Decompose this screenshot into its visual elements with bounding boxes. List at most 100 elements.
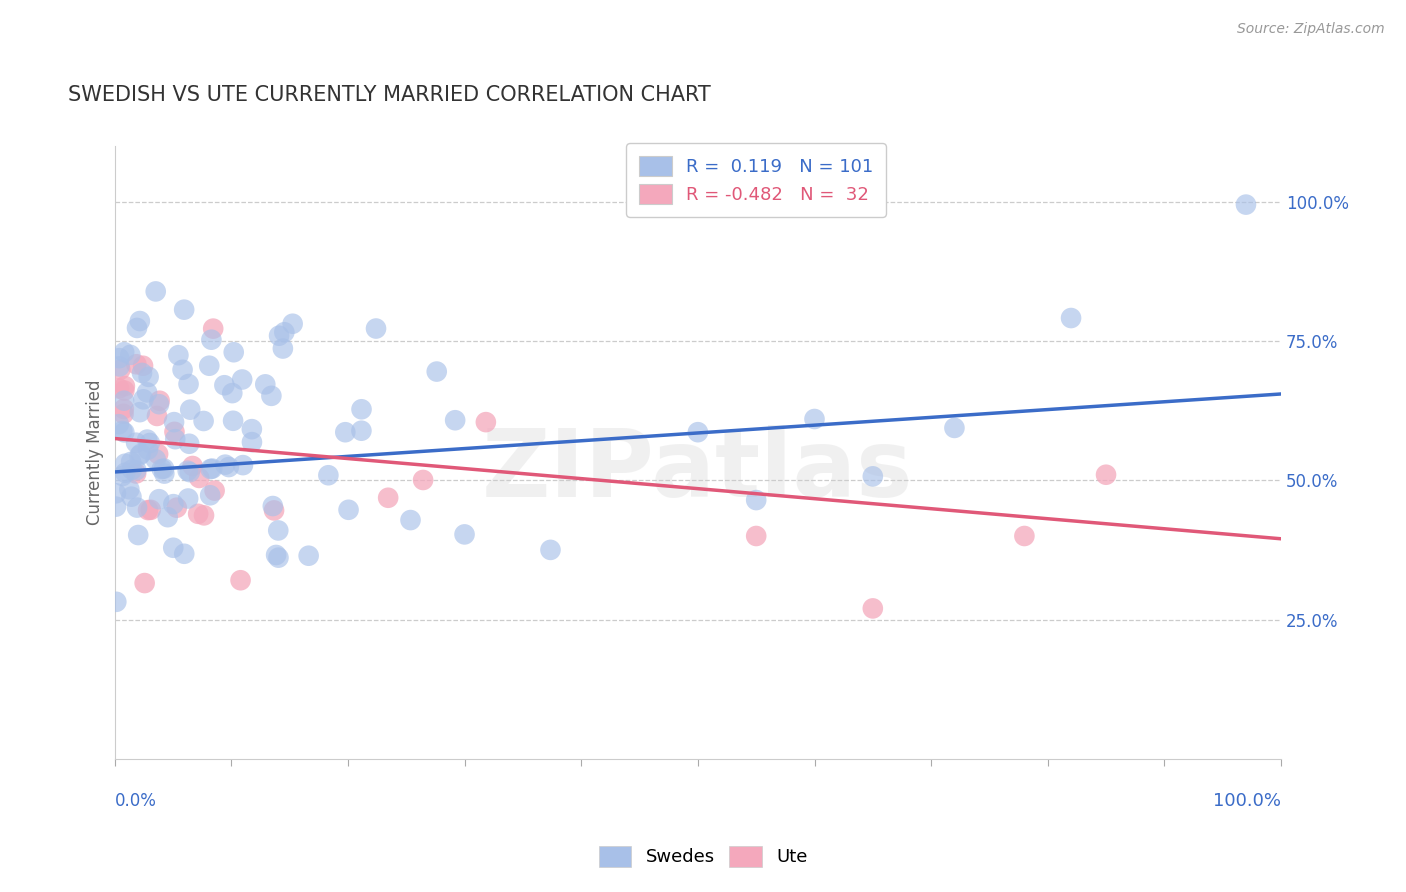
Point [271, 342, 294, 356]
Point [112, 425, 135, 440]
Point [139, 436, 162, 450]
Point [273, 325, 295, 339]
Point [108, 382, 131, 396]
Point [187, 507, 209, 521]
Point [104, 486, 127, 500]
Point [337, 503, 360, 517]
Point [221, 386, 243, 401]
Point [125, 357, 148, 371]
Point [149, 393, 172, 408]
Point [128, 405, 150, 419]
Point [163, 425, 186, 439]
Point [240, 435, 263, 450]
Point [132, 392, 155, 407]
Point [745, 493, 768, 508]
Point [318, 468, 340, 483]
Point [139, 503, 162, 517]
Point [193, 414, 215, 428]
Point [132, 359, 155, 373]
Point [263, 503, 285, 517]
Point [181, 458, 204, 473]
Point [112, 401, 135, 416]
Point [377, 491, 399, 505]
Text: SWEDISH VS UTE CURRENTLY MARRIED CORRELATION CHART: SWEDISH VS UTE CURRENTLY MARRIED CORRELA… [67, 85, 711, 105]
Point [166, 500, 188, 515]
Point [146, 447, 169, 461]
Point [125, 321, 148, 335]
Point [136, 433, 159, 447]
Point [179, 436, 201, 450]
Point [165, 432, 187, 446]
Point [108, 359, 131, 374]
Point [240, 422, 263, 436]
Point [145, 452, 167, 467]
Point [145, 285, 167, 299]
Point [350, 402, 373, 417]
Point [136, 442, 159, 457]
Point [1234, 197, 1257, 211]
Point [201, 461, 224, 475]
Point [943, 421, 966, 435]
Point [176, 464, 198, 478]
Point [148, 492, 170, 507]
Point [111, 424, 134, 438]
Point [198, 488, 221, 502]
Point [412, 473, 434, 487]
Point [202, 321, 225, 335]
Point [364, 321, 387, 335]
Point [222, 414, 245, 428]
Point [475, 415, 498, 429]
Point [177, 491, 200, 506]
Point [121, 463, 143, 477]
Point [1014, 529, 1036, 543]
Point [148, 397, 170, 411]
Text: Source: ZipAtlas.com: Source: ZipAtlas.com [1237, 22, 1385, 37]
Point [131, 366, 153, 380]
Point [127, 528, 149, 542]
Point [426, 365, 449, 379]
Point [204, 483, 226, 498]
Point [335, 425, 357, 440]
Point [540, 542, 562, 557]
Point [120, 490, 142, 504]
Point [193, 508, 215, 523]
Point [179, 465, 201, 479]
Point [125, 467, 148, 481]
Point [153, 461, 176, 475]
Point [105, 595, 128, 609]
Point [399, 513, 422, 527]
Point [231, 372, 253, 386]
Text: ZIPatlas: ZIPatlas [482, 425, 914, 516]
Point [125, 500, 148, 515]
Point [112, 407, 135, 421]
Point [262, 499, 284, 513]
Point [214, 378, 236, 392]
Point [267, 328, 290, 343]
Point [111, 469, 134, 483]
Point [104, 500, 127, 514]
Point [120, 348, 142, 362]
Point [1060, 311, 1083, 326]
Point [125, 435, 148, 450]
Y-axis label: Currently Married: Currently Married [86, 380, 104, 525]
Point [200, 333, 222, 347]
Text: 0.0%: 0.0% [115, 792, 156, 811]
Point [267, 550, 290, 565]
Point [188, 471, 211, 485]
Point [444, 413, 467, 427]
Point [267, 524, 290, 538]
Point [138, 370, 160, 384]
Point [686, 425, 709, 440]
Point [153, 467, 176, 481]
Point [114, 379, 136, 393]
Point [114, 457, 136, 471]
Point [136, 385, 159, 400]
Point [134, 576, 156, 591]
Point [298, 549, 321, 563]
Point [862, 601, 884, 615]
Point [112, 393, 135, 408]
Point [108, 351, 131, 366]
Point [803, 412, 825, 426]
Point [150, 462, 173, 476]
Legend: R =  0.119   N = 101, R = -0.482   N =  32: R = 0.119 N = 101, R = -0.482 N = 32 [627, 143, 886, 217]
